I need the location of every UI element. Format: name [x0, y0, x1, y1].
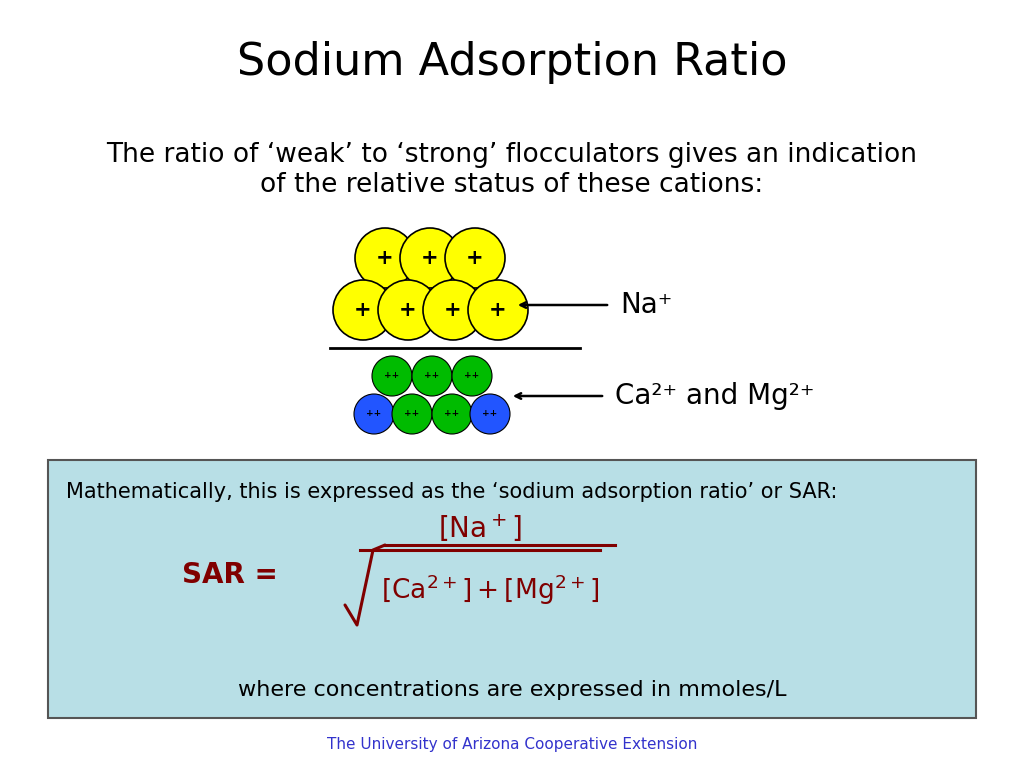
Circle shape [400, 228, 460, 288]
Text: +: + [489, 300, 507, 320]
Circle shape [470, 394, 510, 434]
Text: Ca²⁺ and Mg²⁺: Ca²⁺ and Mg²⁺ [615, 382, 814, 410]
Text: $\mathsf{[Ca^{2+}] + [Mg^{2+}]}$: $\mathsf{[Ca^{2+}] + [Mg^{2+}]}$ [381, 573, 599, 607]
Circle shape [372, 356, 412, 396]
Circle shape [412, 356, 452, 396]
Text: ++: ++ [464, 372, 479, 380]
Text: ++: ++ [404, 409, 420, 419]
Circle shape [354, 394, 394, 434]
Circle shape [392, 394, 432, 434]
FancyBboxPatch shape [48, 460, 976, 718]
Text: ++: ++ [367, 409, 382, 419]
Text: +: + [421, 248, 439, 268]
Text: where concentrations are expressed in mmoles/L: where concentrations are expressed in mm… [238, 680, 786, 700]
Text: of the relative status of these cations:: of the relative status of these cations: [260, 172, 764, 198]
Text: Sodium Adsorption Ratio: Sodium Adsorption Ratio [237, 41, 787, 84]
Text: The University of Arizona Cooperative Extension: The University of Arizona Cooperative Ex… [327, 737, 697, 753]
Text: ++: ++ [424, 372, 439, 380]
Text: ++: ++ [444, 409, 460, 419]
Text: The ratio of ‘weak’ to ‘strong’ flocculators gives an indication: The ratio of ‘weak’ to ‘strong’ floccula… [106, 142, 918, 168]
Text: Mathematically, this is expressed as the ‘sodium adsorption ratio’ or SAR:: Mathematically, this is expressed as the… [66, 482, 838, 502]
Text: SAR =: SAR = [182, 561, 278, 589]
Text: ++: ++ [482, 409, 498, 419]
Circle shape [423, 280, 483, 340]
Text: +: + [354, 300, 372, 320]
Text: +: + [376, 248, 394, 268]
Text: ++: ++ [384, 372, 399, 380]
Circle shape [333, 280, 393, 340]
Text: +: + [399, 300, 417, 320]
Text: +: + [466, 248, 483, 268]
Text: Na⁺: Na⁺ [620, 291, 673, 319]
Circle shape [452, 356, 492, 396]
Circle shape [378, 280, 438, 340]
Circle shape [432, 394, 472, 434]
Circle shape [445, 228, 505, 288]
Circle shape [355, 228, 415, 288]
Text: +: + [444, 300, 462, 320]
Circle shape [468, 280, 528, 340]
Text: $\mathsf{[Na^+]}$: $\mathsf{[Na^+]}$ [438, 512, 522, 544]
